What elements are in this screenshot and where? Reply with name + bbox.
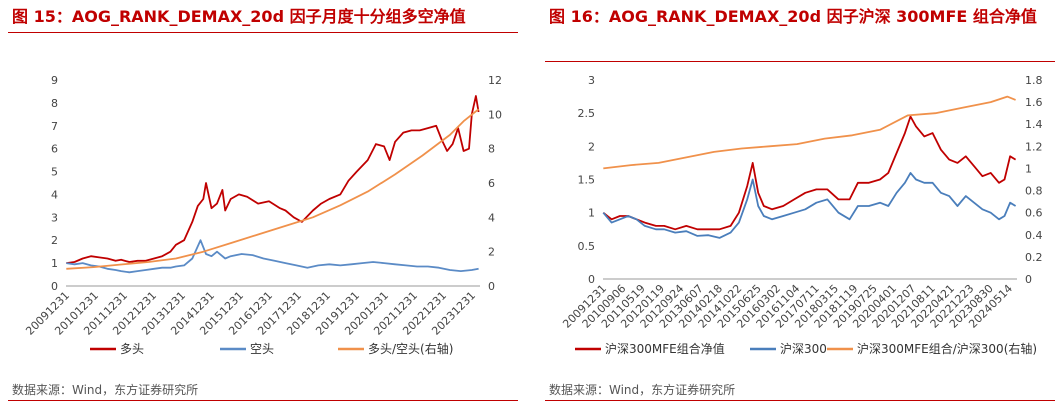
y-left-tick-label: 2 xyxy=(51,234,58,247)
y-right-tick-label: 6 xyxy=(488,177,495,190)
y-left-tick-label: 0.5 xyxy=(578,240,596,253)
chart-title: 图 15：AOG_RANK_DEMAX_20d 因子月度十分组多空净值 xyxy=(12,7,466,26)
data-source: 数据来源：Wind，东方证券研究所 xyxy=(549,383,736,397)
series-line-1 xyxy=(66,239,479,274)
y-right-tick-label: 1.4 xyxy=(1025,118,1043,131)
y-right-tick-label: 12 xyxy=(488,74,502,87)
data-source: 数据来源：Wind，东方证券研究所 xyxy=(12,383,199,397)
y-left-tick-label: 6 xyxy=(51,143,58,156)
y-right-tick-label: 4 xyxy=(488,211,495,224)
bottom-divider xyxy=(545,400,1055,401)
y-right-tick-label: 0 xyxy=(488,280,495,293)
chart-panel-right: 图 16：AOG_RANK_DEMAX_20d 因子沪深 300MFE 组合净值… xyxy=(545,0,1057,407)
y-right-tick-label: 1.8 xyxy=(1025,74,1043,87)
y-right-tick-label: 0.2 xyxy=(1025,251,1043,264)
chart-title: 图 16：AOG_RANK_DEMAX_20d 因子沪深 300MFE 组合净值 xyxy=(549,7,1037,26)
y-right-tick-label: 1.2 xyxy=(1025,140,1043,153)
legend-label: 多头/空头(右轴) xyxy=(368,341,453,356)
y-left-tick-label: 1.5 xyxy=(578,174,596,187)
title-divider xyxy=(8,32,518,33)
y-right-tick-label: 0.8 xyxy=(1025,185,1043,198)
y-left-tick-label: 4 xyxy=(51,188,58,201)
y-left-tick-label: 9 xyxy=(51,74,58,87)
y-right-tick-label: 1.6 xyxy=(1025,96,1043,109)
series-line-2 xyxy=(603,95,1016,170)
bottom-divider xyxy=(8,400,518,401)
y-left-tick-label: 1 xyxy=(588,207,595,220)
legend-label: 空头 xyxy=(250,342,274,356)
y-left-tick-label: 3 xyxy=(588,74,595,87)
y-right-tick-label: 8 xyxy=(488,143,495,156)
title-divider xyxy=(545,61,1055,62)
y-right-tick-label: 0.4 xyxy=(1025,229,1043,242)
y-left-tick-label: 2 xyxy=(588,140,595,153)
legend-label: 沪深300 xyxy=(780,342,827,356)
y-left-tick-label: 2.5 xyxy=(578,107,596,120)
y-right-tick-label: 1 xyxy=(1025,162,1032,175)
y-right-tick-label: 0 xyxy=(1025,273,1032,286)
y-left-tick-label: 1 xyxy=(51,257,58,270)
y-left-tick-label: 0 xyxy=(51,280,58,293)
y-left-tick-label: 8 xyxy=(51,97,58,110)
line-chart-left: 0123456789024681012200912312010123120111… xyxy=(23,74,502,356)
series-line-0 xyxy=(66,95,480,264)
series-line-2 xyxy=(66,108,480,270)
series-line-1 xyxy=(602,171,1017,239)
y-left-tick-label: 3 xyxy=(51,211,58,224)
y-left-tick-label: 5 xyxy=(51,166,58,179)
y-right-tick-label: 10 xyxy=(488,108,502,121)
y-left-tick-label: 0 xyxy=(588,273,595,286)
series-line-0 xyxy=(602,115,1017,231)
legend-label: 沪深300MFE组合/沪深300(右轴) xyxy=(857,341,1037,356)
legend-label: 多头 xyxy=(120,342,144,356)
y-right-tick-label: 0.6 xyxy=(1025,207,1043,220)
legend-label: 沪深300MFE组合净值 xyxy=(605,341,725,356)
y-right-tick-label: 2 xyxy=(488,246,495,259)
y-left-tick-label: 7 xyxy=(51,120,58,133)
line-chart-right: 00.511.522.5300.20.40.60.811.21.41.61.82… xyxy=(560,74,1043,356)
